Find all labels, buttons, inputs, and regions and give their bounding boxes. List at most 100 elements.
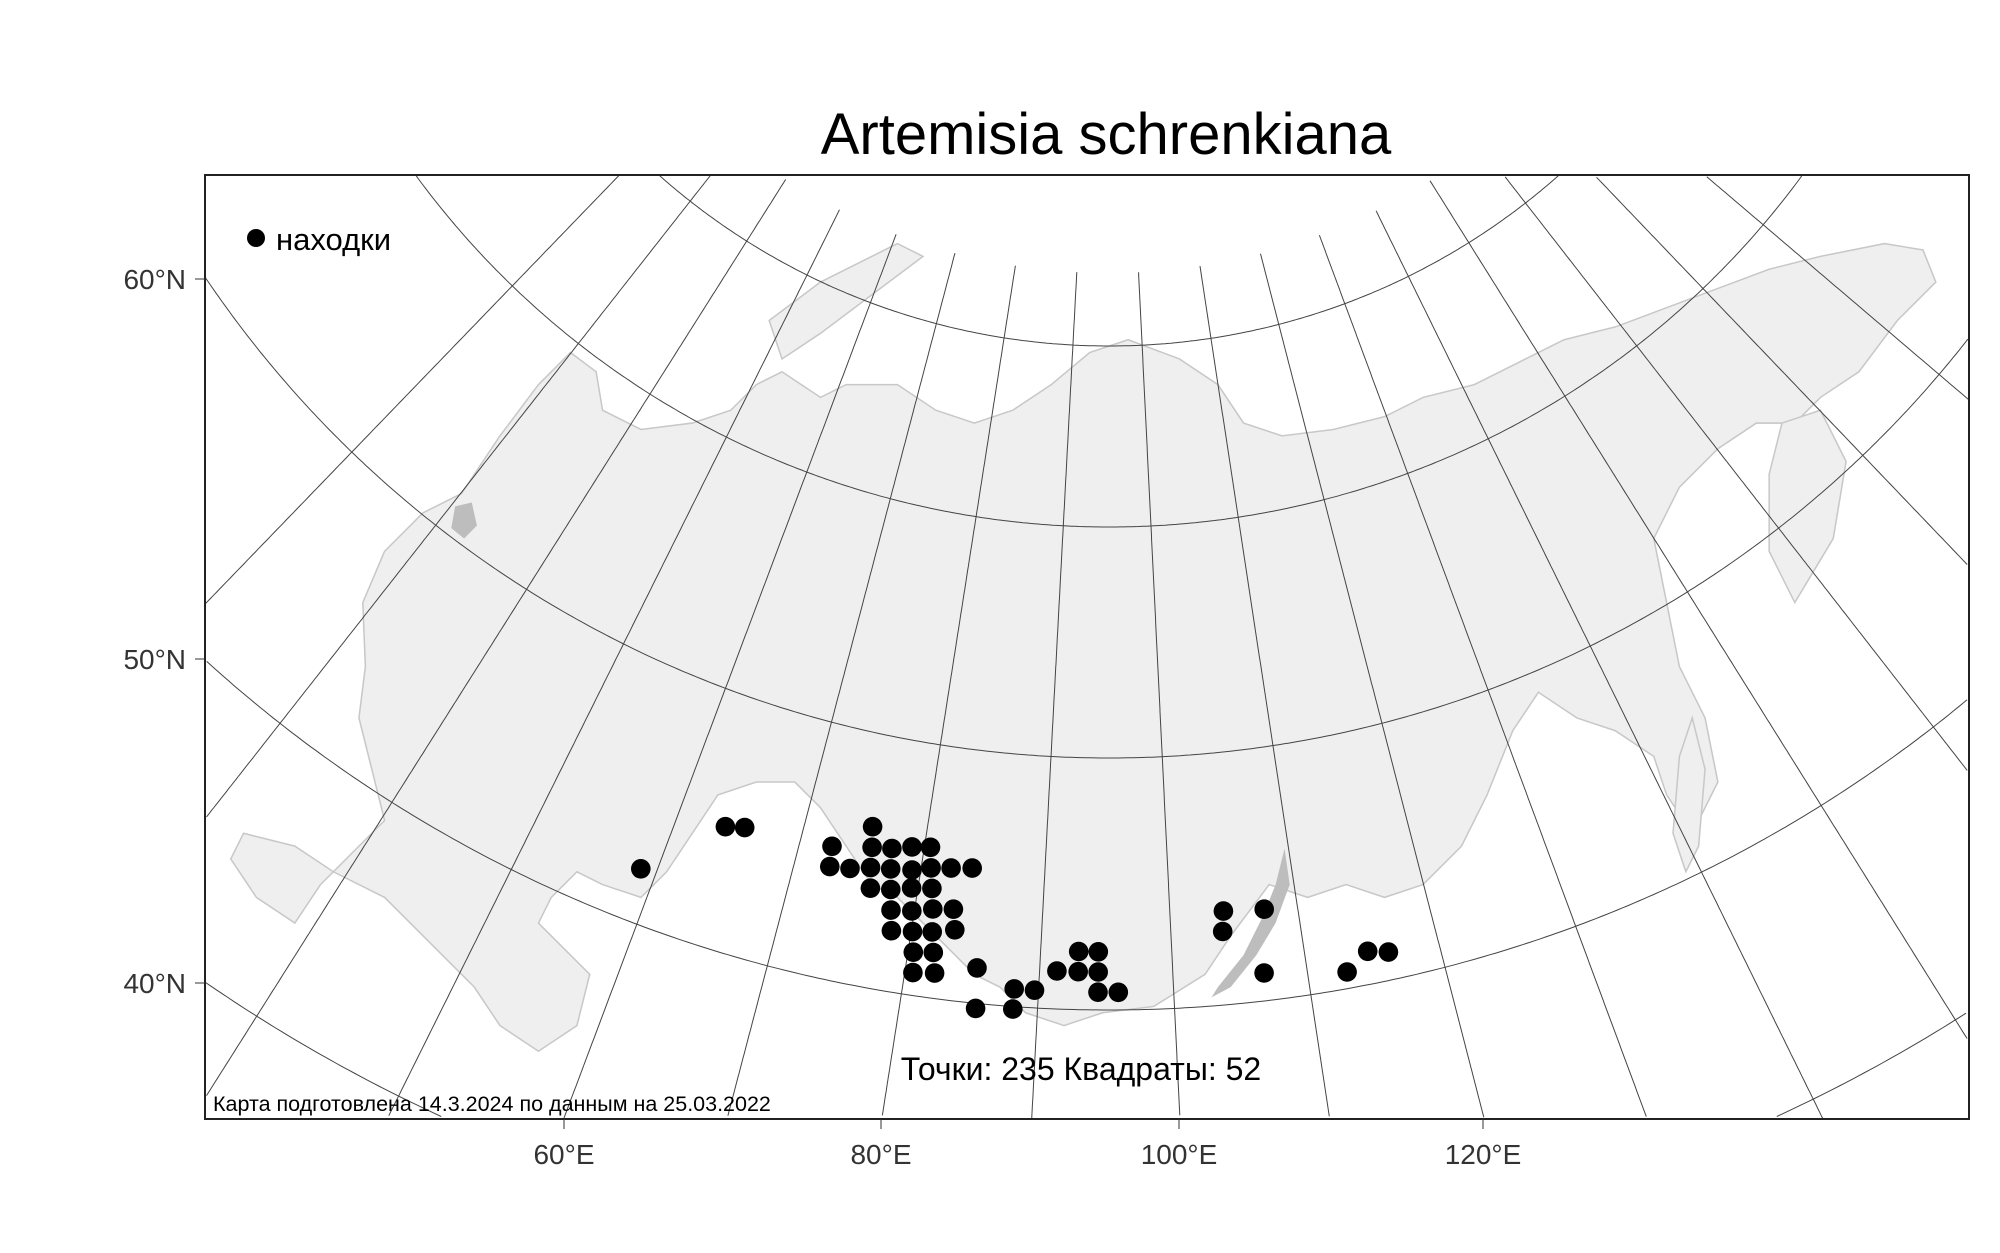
occurrence-point [1088,962,1108,982]
land-sakhalin [1672,715,1706,874]
parallel-line [659,175,1559,347]
occurrence-point [860,878,881,898]
occurrence-point [1212,921,1233,942]
meridian-line [1031,272,1078,1119]
occurrence-point [921,858,941,878]
map-frame [204,174,1970,1120]
lon-tick: 80°E [850,1119,912,1170]
occurrence-point [880,859,901,879]
occurrence-point [734,817,755,838]
meridian-line [1318,235,1647,1117]
occurrence-points [631,816,1399,1019]
occurrence-point [945,920,965,940]
meridian-line [1706,176,1969,401]
lon-tick: 60°E [533,1119,595,1170]
lat-tick: 50°N [123,644,205,675]
lon-tick-label: 60°E [533,1139,594,1170]
lon-tick: 120°E [1445,1119,1522,1170]
occurrence-point [1068,941,1089,962]
occurrence-point [1337,962,1357,982]
occurrence-point [902,901,922,921]
lake-baikal [1211,848,1290,998]
lat-tick-label: 40°N [123,968,186,999]
lon-tick-label: 120°E [1445,1139,1522,1170]
meridian-line [1504,176,1968,771]
occurrence-point [631,859,651,879]
land-kamchatka [1768,409,1847,605]
occurrence-point [1254,899,1274,919]
occurrence-point [820,856,840,877]
occurrence-point [881,879,901,900]
occurrence-point [1108,982,1129,1003]
parallel-line [415,175,1803,528]
occurrence-point [903,942,924,962]
occurrence-point [1378,942,1399,962]
lon-tick-label: 100°E [1141,1139,1218,1170]
occurrence-point [920,837,941,858]
occurrence-point [924,963,945,983]
occurrence-point [1357,941,1378,962]
meridian-line [205,175,620,605]
lake-ladoga [451,502,477,539]
occurrence-point [922,878,942,899]
lat-tick-label: 50°N [123,644,186,675]
land-layer [229,242,1937,1053]
occurrence-point [903,962,923,983]
meridian-line [388,209,840,1116]
occurrence-point [1047,961,1067,981]
legend-label: находки [276,222,391,257]
occurrence-point [923,899,943,919]
occurrence-point [881,920,902,941]
occurrence-point [1254,963,1274,983]
lat-tick: 40°N [123,968,205,999]
parallel-line [205,982,1967,1117]
meridian-line [1429,180,1968,1039]
meridian-line [1375,210,1824,1119]
occurrence-point [840,858,860,879]
meridian-line [1138,272,1181,1116]
map-note: Карта подготовлена 14.3.2024 по данным н… [213,1092,771,1116]
lon-tick: 100°E [1141,1119,1218,1170]
occurrence-point [882,838,902,859]
graticule [205,175,1969,1119]
occurrence-point [822,836,842,857]
occurrence-point [1213,901,1234,921]
stats-text: Точки: 235 Квадраты: 52 [901,1051,1261,1087]
meridian-line [1596,176,1968,565]
occurrence-point [962,858,982,878]
occurrence-point [1004,979,1024,999]
occurrence-point [967,958,987,978]
occurrence-point [923,942,944,963]
occurrence-point [862,837,882,858]
axes: 60°N 50°N 40°N 60°E 80°E 100°E 120°E [123,264,1521,1170]
occurrence-point [1003,999,1023,1019]
occurrence-point [941,858,961,878]
occurrence-point [1068,961,1088,982]
parallel-line [205,277,1969,759]
meridian-line [1260,253,1485,1118]
parallel-line [206,661,1968,1011]
occurrence-point [902,860,922,880]
lat-tick-label: 60°N [123,264,186,295]
map-title: Artemisia schrenkiana [821,102,1392,167]
lat-tick: 60°N [123,264,205,295]
meridian-line [727,252,956,1116]
occurrence-point [881,900,901,920]
meridian-line [1199,266,1330,1117]
occurrence-point [1088,982,1108,1002]
land-russia [229,242,1937,1053]
map-area [205,175,1969,1119]
land-novaya-zemlya [768,242,925,361]
occurrence-point [965,998,986,1019]
occurrence-point [902,921,923,942]
occurrence-point [860,857,881,878]
occurrence-point [1024,980,1045,1000]
occurrence-point [922,922,942,942]
lon-tick-label: 80°E [850,1139,911,1170]
occurrence-point [902,837,922,857]
meridian-line [563,234,897,1119]
meridian-line [206,175,711,818]
occurrence-point [715,816,736,837]
meridian-line [206,179,787,1096]
